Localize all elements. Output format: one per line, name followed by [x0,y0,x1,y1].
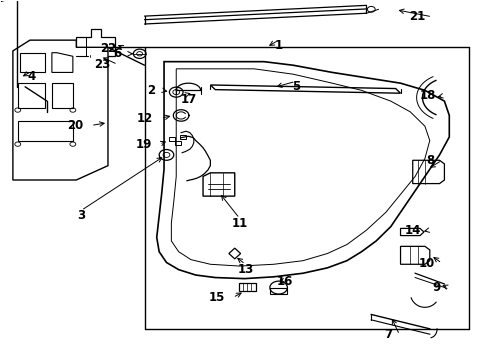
Text: 17: 17 [180,93,196,106]
Text: 13: 13 [237,263,253,276]
Text: 20: 20 [67,119,83,132]
Text: 16: 16 [276,275,292,288]
Polygon shape [171,69,429,266]
Text: 6: 6 [113,47,121,60]
Text: 12: 12 [137,112,153,125]
Text: 5: 5 [291,80,299,93]
Text: 4: 4 [27,70,36,83]
Text: 10: 10 [418,257,434,270]
Bar [20,73,34,82]
Text: 1: 1 [274,39,282,52]
Text: 14: 14 [404,224,421,237]
Text: 19: 19 [135,138,152,150]
Text: 23: 23 [94,58,110,71]
Polygon shape [157,62,448,279]
Text: 2: 2 [147,84,155,97]
Bar [238,283,255,291]
Polygon shape [13,40,108,180]
Text: 3: 3 [77,210,85,222]
Bar [168,137,174,140]
Text: 18: 18 [419,89,435,102]
Text: 7: 7 [384,328,391,341]
Text: 21: 21 [408,10,424,23]
Text: 15: 15 [209,291,225,304]
Text: 11: 11 [231,217,247,230]
Text: 9: 9 [432,281,440,294]
Bar [269,288,287,294]
Bar [180,135,185,139]
Text: 22: 22 [100,41,116,54]
Bar [175,141,181,145]
Text: 8: 8 [426,154,434,167]
